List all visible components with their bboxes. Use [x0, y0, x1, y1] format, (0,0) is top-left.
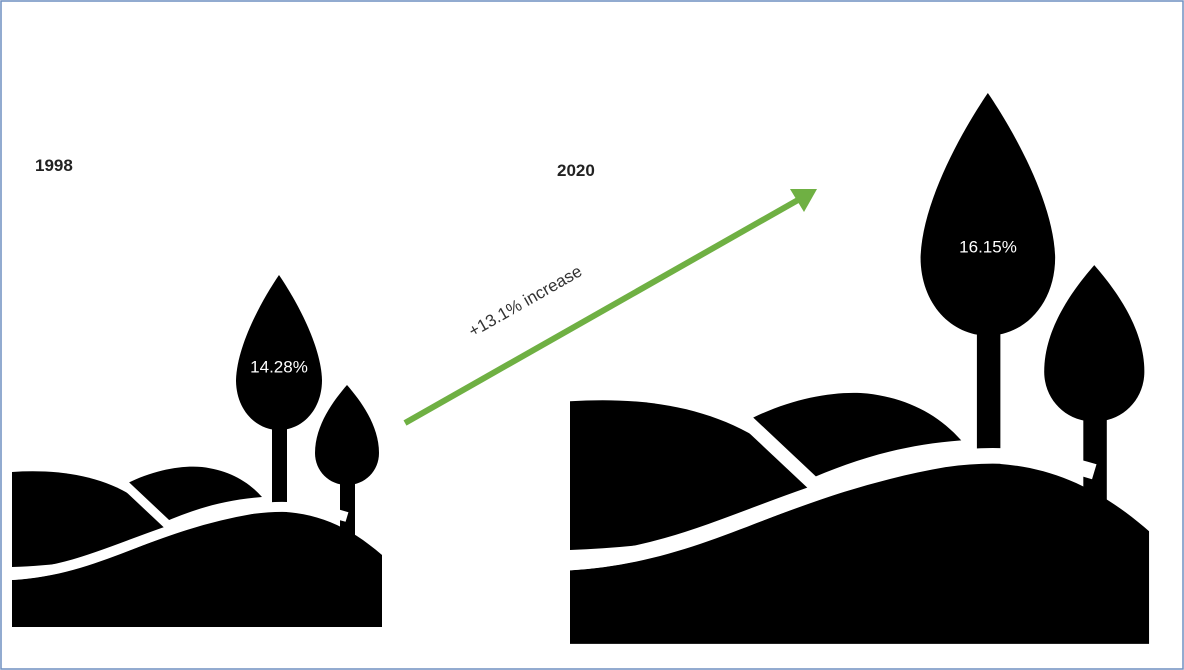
arrow-head: [790, 189, 817, 212]
value-left: 14.28%: [250, 357, 308, 376]
year-right: 2020: [557, 161, 595, 180]
value-right: 16.15%: [959, 237, 1017, 256]
year-left: 1998: [35, 156, 73, 175]
arrow-shaft: [403, 197, 800, 426]
